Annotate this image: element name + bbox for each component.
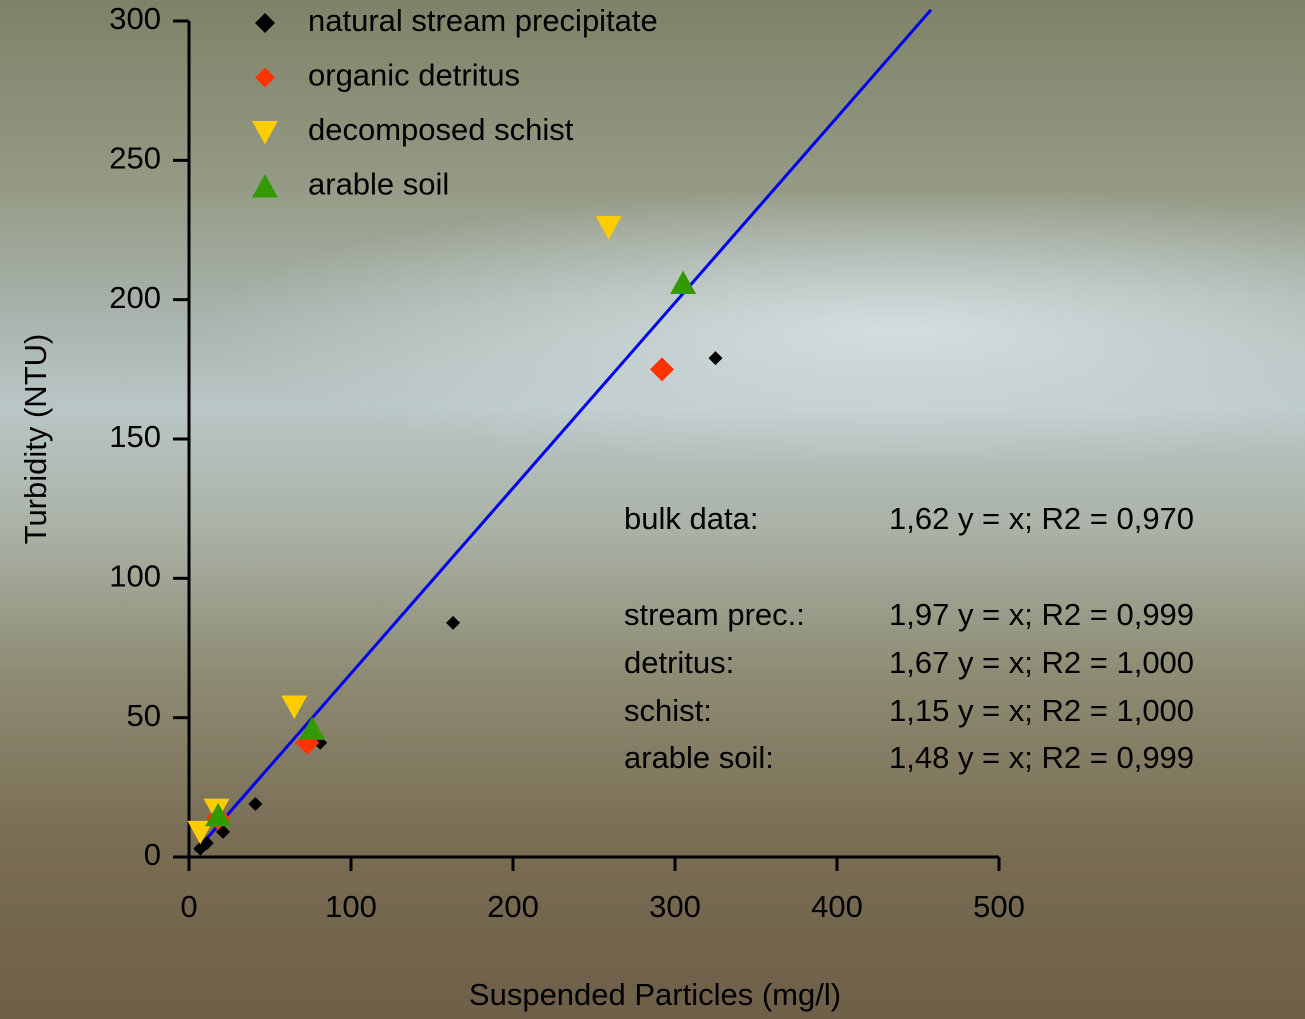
data-point xyxy=(670,270,697,294)
y-tick-label: 50 xyxy=(127,698,161,733)
trend-line xyxy=(194,8,933,853)
y-tick-label: 300 xyxy=(109,1,161,36)
x-tick-label: 200 xyxy=(487,889,539,924)
x-tick-label: 0 xyxy=(180,889,197,924)
y-axis-title: Turbidity (NTU) xyxy=(18,334,53,545)
data-point xyxy=(708,351,723,366)
data-point xyxy=(205,802,232,827)
legend-marker xyxy=(252,174,278,198)
annotation-label: stream prec.: xyxy=(624,597,805,632)
y-tick-label: 100 xyxy=(109,559,161,594)
x-tick-label: 500 xyxy=(973,889,1025,924)
data-point xyxy=(199,836,214,851)
legend-label: arable soil xyxy=(308,167,449,202)
data-point xyxy=(650,357,675,382)
y-tick-label: 250 xyxy=(109,141,161,176)
data-point xyxy=(248,797,263,812)
y-tick-label: 150 xyxy=(109,419,161,454)
data-point xyxy=(187,820,214,845)
legend-label: organic detritus xyxy=(308,58,520,93)
annotation-text: 1,48 y = x; R2 = 0,999 xyxy=(889,740,1194,775)
annotation-label: schist: xyxy=(624,693,712,728)
annotation-label: arable soil: xyxy=(624,740,774,775)
legend-marker xyxy=(255,67,275,88)
legend-label: decomposed schist xyxy=(308,112,574,147)
data-point xyxy=(595,216,622,240)
x-tick-label: 100 xyxy=(325,889,377,924)
y-tick-label: 200 xyxy=(109,280,161,315)
annotation-label: bulk data: xyxy=(624,501,758,536)
annotation-text: 1,15 y = x; R2 = 1,000 xyxy=(889,693,1194,728)
annotation-text: 1,97 y = x; R2 = 0,999 xyxy=(889,597,1194,632)
legend-marker xyxy=(255,13,275,33)
x-tick-label: 400 xyxy=(811,889,863,924)
y-tick-label: 0 xyxy=(144,837,161,872)
data-point xyxy=(446,615,461,630)
annotation-text: 1,62 y = x; R2 = 0,970 xyxy=(889,501,1194,536)
x-tick-label: 300 xyxy=(649,889,701,924)
legend-label: natural stream precipitate xyxy=(308,3,658,38)
data-point xyxy=(281,695,308,719)
annotation-text: 1,67 y = x; R2 = 1,000 xyxy=(889,645,1194,680)
x-axis-title: Suspended Particles (mg/l) xyxy=(469,977,841,1012)
legend-marker xyxy=(252,120,278,145)
annotation-label: detritus: xyxy=(624,645,734,680)
data-point xyxy=(299,716,326,740)
